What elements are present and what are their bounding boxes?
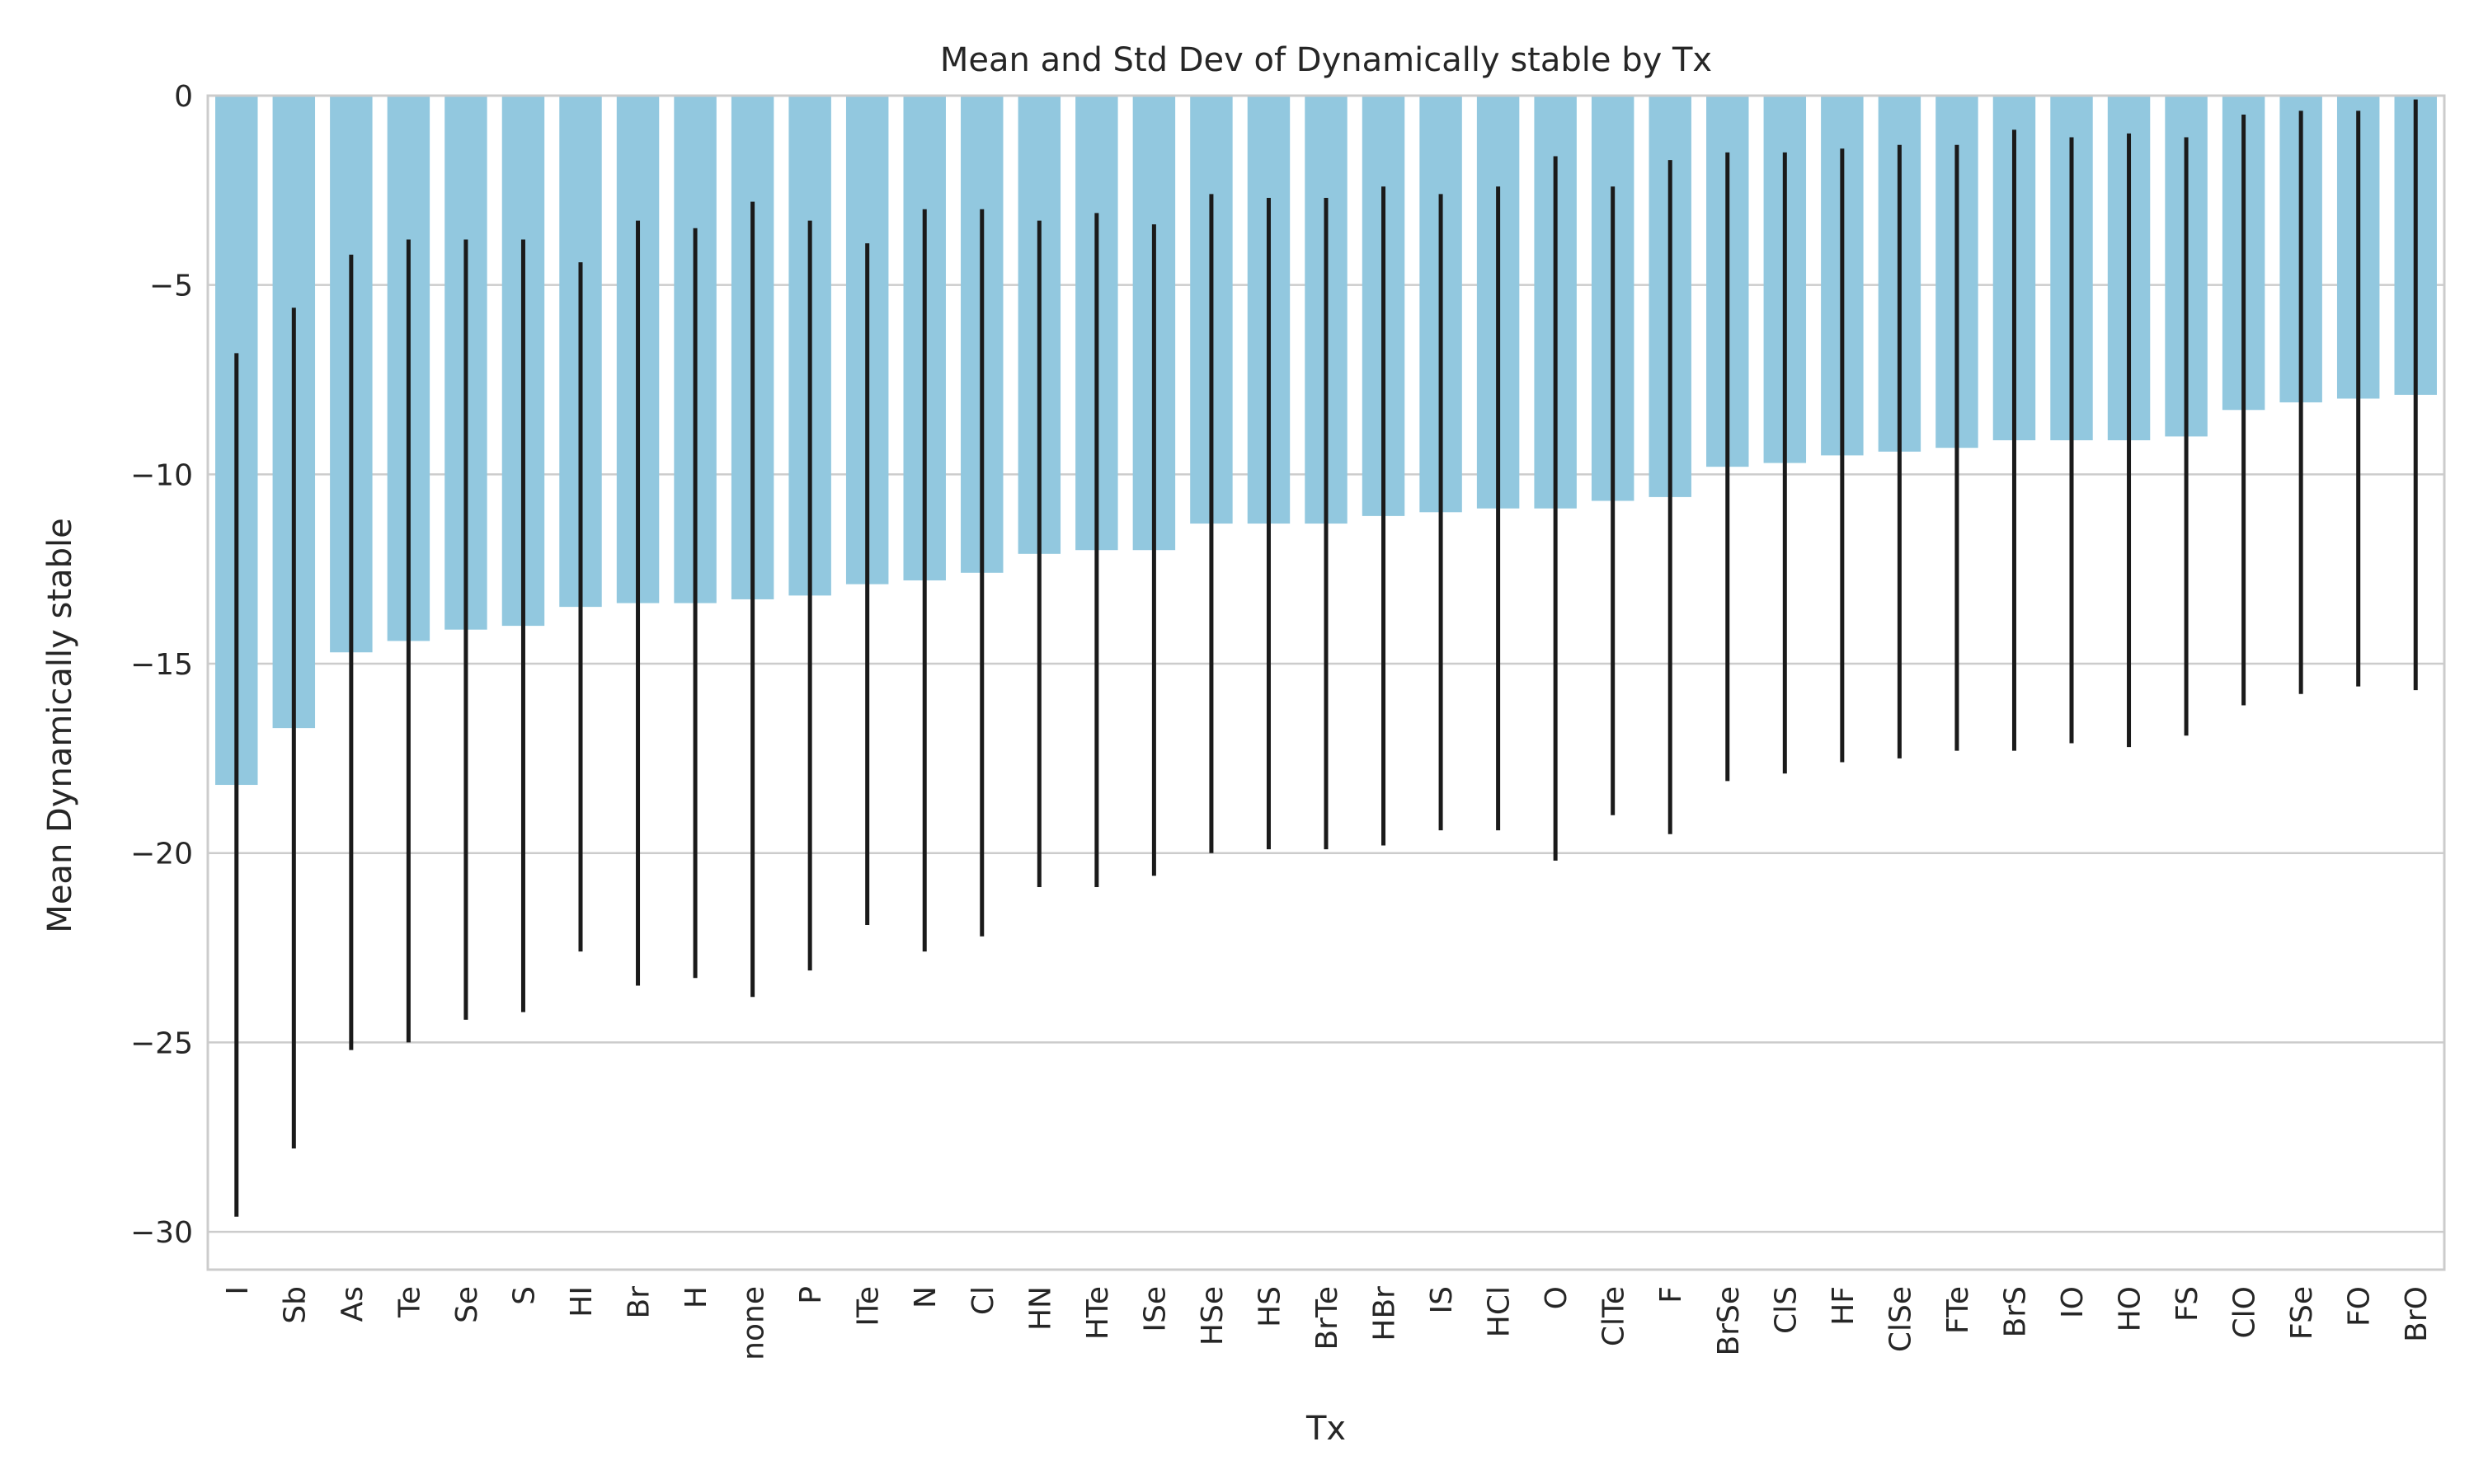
y-tick-labels: 0 −5 −10 −15 −20 −25 −30	[130, 80, 193, 1250]
x-tick-label: ClSe	[1884, 1286, 1917, 1352]
x-tick-label: IO	[2056, 1286, 2090, 1318]
x-tick-label: ISe	[1138, 1286, 1172, 1332]
y-tick-label: −20	[130, 838, 193, 871]
x-tick-label: BrO	[2400, 1286, 2434, 1342]
x-tick-label: HBr	[1368, 1286, 1402, 1341]
x-axis-label: Tx	[1305, 1410, 1346, 1448]
y-tick-label: −5	[149, 270, 193, 303]
x-tick-label: P	[794, 1286, 828, 1304]
y-tick-label: −25	[130, 1026, 193, 1060]
x-tick-label: FSe	[2285, 1286, 2319, 1340]
plot-frame	[206, 94, 2446, 1271]
y-tick-label: −10	[130, 458, 193, 492]
error-bars	[234, 99, 2418, 1217]
x-tick-label: BrS	[1998, 1286, 2032, 1337]
x-tick-label: HS	[1253, 1286, 1286, 1327]
y-tick-label: 0	[174, 80, 193, 114]
x-tick-label: Sb	[278, 1286, 312, 1324]
x-tick-label: HO	[2114, 1286, 2147, 1331]
x-tick-label: ITe	[852, 1286, 886, 1327]
x-tick-label: HF	[1827, 1286, 1860, 1326]
x-tick-label: BrTe	[1310, 1286, 1344, 1350]
x-tick-label: O	[1540, 1286, 1573, 1309]
x-tick-label: Br	[623, 1286, 656, 1319]
x-tick-label: ClTe	[1597, 1286, 1631, 1346]
x-tick-label: BrSe	[1712, 1286, 1746, 1356]
x-tick-label: FTe	[1941, 1286, 1975, 1334]
x-tick-label: S	[507, 1286, 541, 1305]
x-tick-label: Cl	[967, 1286, 1000, 1315]
x-tick-label: ClS	[1769, 1286, 1803, 1334]
x-tick-label: Te	[393, 1286, 426, 1318]
x-tick-label: F	[1654, 1286, 1688, 1303]
chart-title: Mean and Std Dev of Dynamically stable b…	[940, 41, 1712, 79]
x-tick-label: Se	[450, 1286, 484, 1323]
y-tick-label: −15	[130, 648, 193, 682]
y-axis-label: Mean Dynamically stable	[41, 518, 79, 932]
y-tick-label: −30	[130, 1216, 193, 1250]
x-tick-label: HCl	[1483, 1286, 1517, 1337]
x-tick-label: HN	[1023, 1286, 1057, 1331]
x-tick-label: FS	[2171, 1286, 2204, 1322]
x-tick-label: HTe	[1081, 1286, 1115, 1340]
x-tick-label: HSe	[1196, 1286, 1230, 1345]
x-tick-label: FO	[2343, 1286, 2377, 1327]
x-tick-label: H	[680, 1286, 713, 1308]
x-tick-label: I	[221, 1286, 255, 1295]
x-tick-label: N	[909, 1286, 943, 1308]
x-tick-label: none	[737, 1286, 771, 1360]
x-tick-label: IS	[1425, 1286, 1459, 1313]
x-tick-label: HI	[565, 1286, 599, 1317]
x-tick-label: ClO	[2228, 1286, 2262, 1338]
x-tick-label: As	[336, 1286, 369, 1322]
